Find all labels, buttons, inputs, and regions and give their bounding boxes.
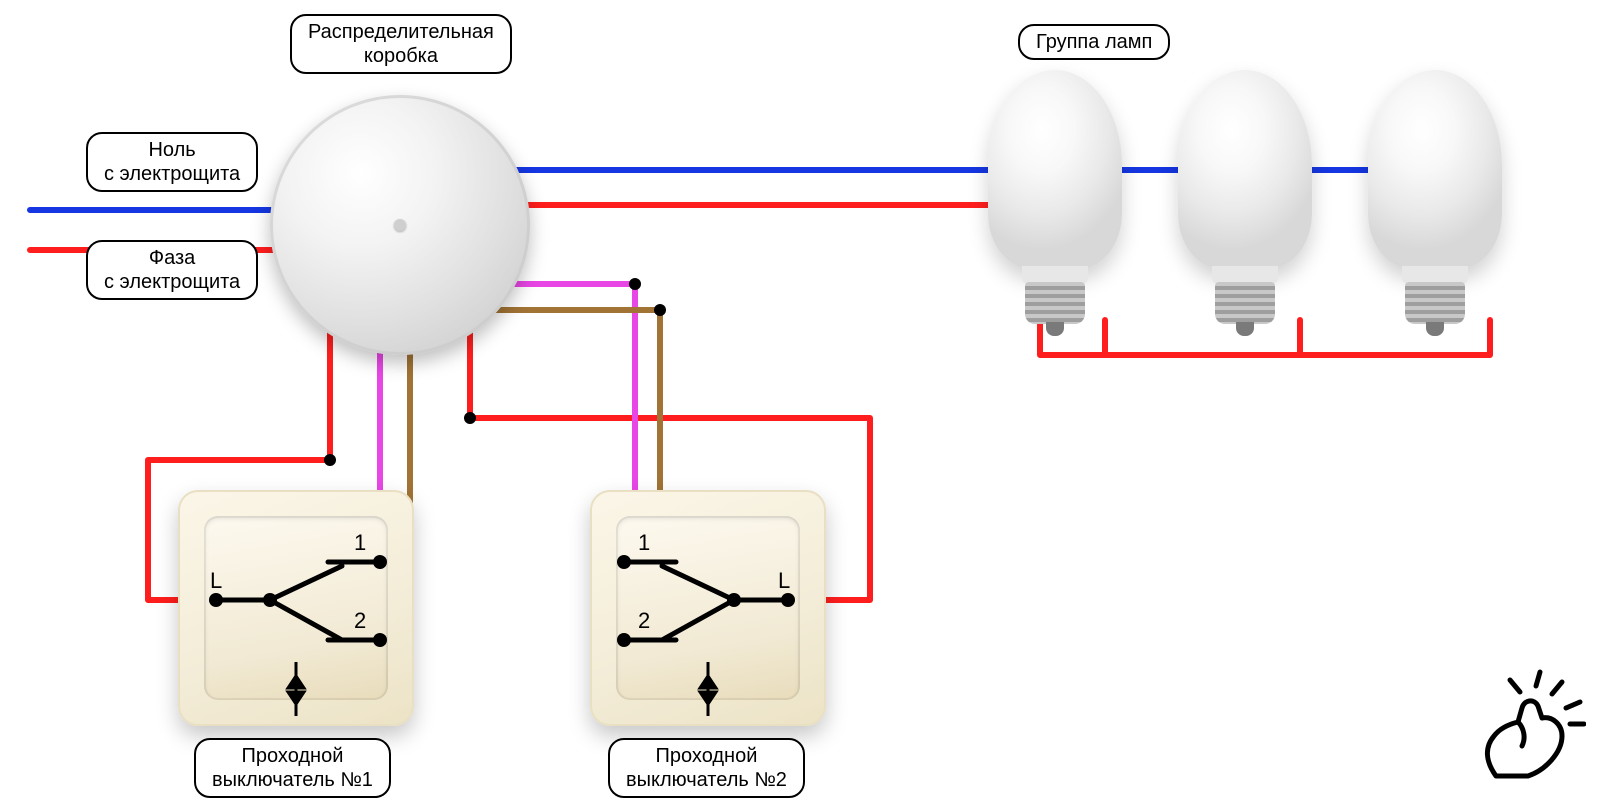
lamp-2 [1170,70,1320,340]
diagram-stage: { "canvas": { "width": 1600, "height": 8… [0,0,1600,800]
label-phase: Фаза с электрощита [86,240,258,300]
switch1-terminal-2: 2 [354,608,366,634]
label-junction-box: Распределительная коробка [290,14,512,74]
switch1-terminal-L: L [210,568,222,594]
label-lamp-group: Группа ламп [1018,24,1170,60]
switch2-terminal-1: 1 [638,530,650,556]
label-neutral: Ноль с электрощита [86,132,258,192]
junction-box [270,95,530,355]
lamp-1 [980,70,1130,340]
switch2-terminal-L: L [778,568,790,594]
hand-spark-icon [1466,666,1586,786]
label-switch-1: Проходной выключатель №1 [194,738,391,798]
two-way-switch-2: L 1 2 [590,490,826,726]
label-switch-2: Проходной выключатель №2 [608,738,805,798]
two-way-switch-1: L 1 2 [178,490,414,726]
lamp-3 [1360,70,1510,340]
switch2-terminal-2: 2 [638,608,650,634]
switch1-terminal-1: 1 [354,530,366,556]
